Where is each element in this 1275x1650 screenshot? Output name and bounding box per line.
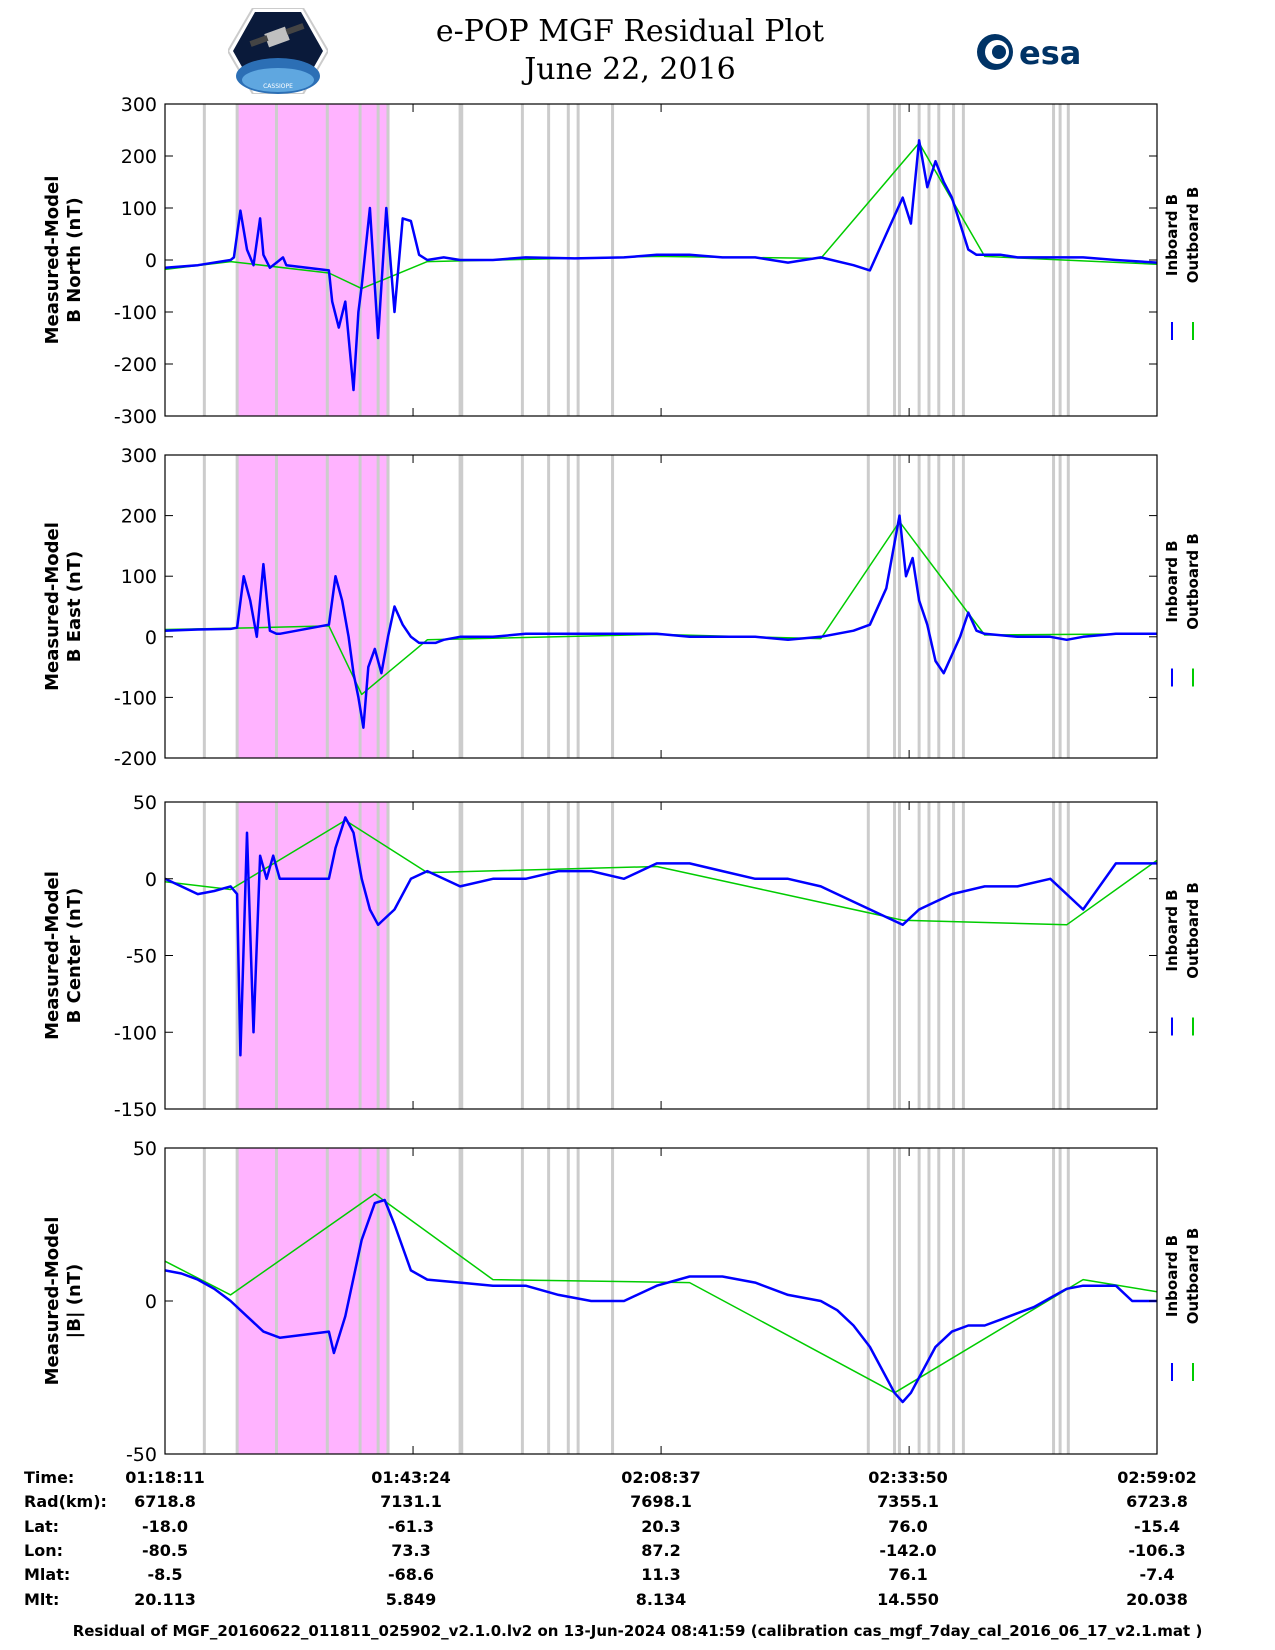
north-ylabel-line1: Measured-Model	[42, 176, 63, 345]
east-ylabel-line1: Measured-Model	[42, 522, 63, 691]
ephem-cell: 87.2	[641, 1540, 681, 1560]
ephem-cell: 20.113	[134, 1589, 196, 1609]
center-legend-inboard: Inboard B	[1163, 889, 1181, 971]
ephem-cell: 20.038	[1126, 1589, 1188, 1609]
ephem-cell: 01:18:11	[125, 1468, 205, 1487]
ephem-cell: -106.3	[1128, 1540, 1186, 1560]
ephem-cell: -80.5	[141, 1540, 189, 1560]
north-pink-shade-0	[237, 104, 390, 416]
ephem-cell: 7131.1	[380, 1492, 442, 1512]
magnitude-legend-outboard: Outboard B	[1184, 1228, 1202, 1325]
ephem-cell: 02:08:37	[621, 1468, 701, 1487]
ephem-row-label: Lat:	[24, 1516, 60, 1536]
cassiope-logo: CASSIOPE	[228, 8, 328, 94]
magnitude-ytick-label-1: 0	[145, 1291, 157, 1313]
center-ylabel-line2: B Center (nT)	[64, 888, 85, 1024]
north-ylabel-line2: B North (nT)	[64, 197, 85, 323]
magnitude-series-inboard	[164, 1198, 1157, 1404]
north-ytick-label-6: -300	[114, 406, 157, 428]
ephem-row-label: Mlt:	[24, 1589, 60, 1609]
magnitude-pink-shade-0	[237, 1148, 390, 1454]
ephem-cell: 76.1	[888, 1565, 928, 1585]
ephem-cell: -68.6	[387, 1565, 435, 1585]
east-ytick-label-5: -200	[114, 748, 157, 770]
east-ytick-label-0: 300	[121, 445, 157, 467]
esa-logo: esa	[977, 34, 1081, 72]
east-series-outboard	[164, 520, 1158, 696]
center-ylabel-line1: Measured-Model	[42, 871, 63, 1040]
center-series-inboard	[164, 816, 1157, 1057]
magnitude-ytick-label-2: -50	[126, 1444, 157, 1466]
ephem-cell: 8.134	[635, 1589, 687, 1609]
ephem-cell: -18.0	[141, 1516, 189, 1536]
ephem-cell: 14.550	[877, 1589, 939, 1609]
ephem-cell: -15.4	[1133, 1516, 1181, 1536]
magnitude-legend-inboard: Inboard B	[1163, 1235, 1181, 1317]
east-ylabel-line2: B East (nT)	[64, 551, 85, 663]
east-legend-inboard: Inboard B	[1163, 540, 1181, 622]
east-legend-outboard: Outboard B	[1184, 533, 1202, 630]
ephem-cell: 20.3	[641, 1516, 681, 1536]
north-series-inboard	[164, 139, 1158, 392]
ephem-row-label: Rad(km):	[24, 1492, 107, 1512]
north-legend-inboard: Inboard B	[1163, 194, 1181, 276]
ephem-cell: -142.0	[879, 1540, 937, 1560]
ephem-row-label: Mlat:	[24, 1565, 71, 1585]
east-series-inboard	[164, 514, 1157, 729]
ephem-cell: 6723.8	[1126, 1492, 1188, 1512]
center-ytick-label-3: -100	[114, 1022, 157, 1044]
north-ytick-label-4: -100	[114, 302, 157, 324]
north-ytick-label-2: 100	[121, 198, 157, 220]
ephem-cell: 5.849	[385, 1589, 437, 1609]
ephem-cell: -61.3	[387, 1516, 435, 1536]
center-pink-shade-0	[237, 802, 390, 1109]
ephem-cell: 01:43:24	[371, 1468, 451, 1487]
ephem-cell: 02:59:02	[1117, 1468, 1197, 1487]
north-ytick-label-1: 200	[121, 146, 157, 168]
chart-title-line1: e-POP MGF Residual Plot	[435, 14, 825, 49]
ephem-cell: 73.3	[391, 1540, 431, 1560]
east-ytick-label-2: 100	[121, 566, 157, 588]
ephem-cell: 11.3	[641, 1565, 681, 1585]
esa-logo-text: esa	[1019, 34, 1081, 72]
east-ytick-label-4: -100	[114, 687, 157, 709]
north-legend-outboard: Outboard B	[1184, 187, 1202, 284]
ephem-cell: 7355.1	[877, 1492, 939, 1512]
center-ytick-label-2: -50	[126, 946, 157, 968]
magnitude-ytick-label-0: 50	[133, 1138, 157, 1160]
magnitude-ylabel-line2: |B| (nT)	[64, 1264, 85, 1339]
ephem-cell: -7.4	[1139, 1565, 1175, 1585]
east-ytick-label-3: 0	[145, 627, 157, 649]
ephem-cell: 6718.8	[134, 1492, 196, 1512]
center-ytick-label-1: 0	[145, 869, 157, 891]
ephem-row-label: Time:	[24, 1468, 75, 1487]
north-ytick-label-0: 300	[121, 94, 157, 116]
ephem-cell: 76.0	[888, 1516, 928, 1536]
north-ytick-label-3: 0	[145, 250, 157, 272]
ephem-cell: 7698.1	[630, 1492, 692, 1512]
center-ytick-label-4: -150	[114, 1099, 157, 1121]
center-ytick-label-0: 50	[133, 792, 157, 814]
chart-title-line2: June 22, 2016	[524, 52, 736, 87]
center-legend-outboard: Outboard B	[1184, 882, 1202, 979]
cassiope-logo-text: CASSIOPE	[263, 83, 293, 90]
ephem-cell: -8.5	[147, 1565, 183, 1585]
north-ytick-label-5: -200	[114, 354, 157, 376]
ephem-row-label: Lon:	[24, 1540, 63, 1560]
east-ytick-label-1: 200	[121, 506, 157, 528]
footer-caption: Residual of MGF_20160622_011811_025902_v…	[72, 1622, 1203, 1640]
ephem-cell: 02:33:50	[868, 1468, 948, 1487]
magnitude-ylabel-line1: Measured-Model	[42, 1217, 63, 1386]
